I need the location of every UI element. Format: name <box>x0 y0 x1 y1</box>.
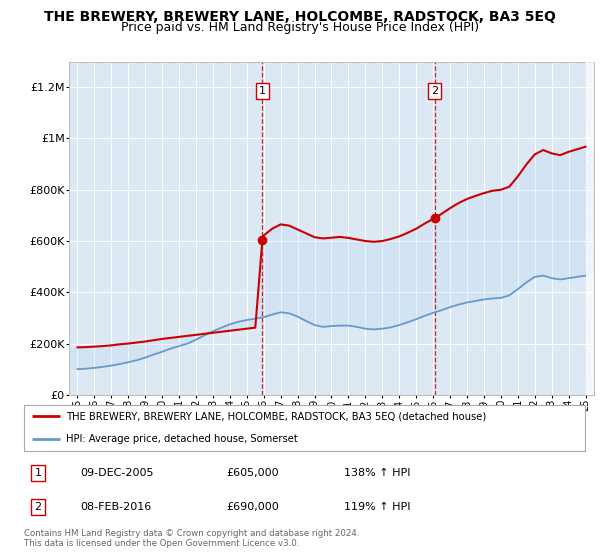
Text: £690,000: £690,000 <box>226 502 279 512</box>
Text: 138% ↑ HPI: 138% ↑ HPI <box>344 468 410 478</box>
Text: THE BREWERY, BREWERY LANE, HOLCOMBE, RADSTOCK, BA3 5EQ (detached house): THE BREWERY, BREWERY LANE, HOLCOMBE, RAD… <box>66 412 487 421</box>
Text: £605,000: £605,000 <box>226 468 278 478</box>
Text: 119% ↑ HPI: 119% ↑ HPI <box>344 502 410 512</box>
Text: 08-FEB-2016: 08-FEB-2016 <box>80 502 151 512</box>
Text: 1: 1 <box>35 468 41 478</box>
Text: Price paid vs. HM Land Registry's House Price Index (HPI): Price paid vs. HM Land Registry's House … <box>121 21 479 34</box>
Text: 2: 2 <box>431 86 439 96</box>
Text: 1: 1 <box>259 86 266 96</box>
Text: HPI: Average price, detached house, Somerset: HPI: Average price, detached house, Some… <box>66 435 298 444</box>
Text: 09-DEC-2005: 09-DEC-2005 <box>80 468 154 478</box>
Text: THE BREWERY, BREWERY LANE, HOLCOMBE, RADSTOCK, BA3 5EQ: THE BREWERY, BREWERY LANE, HOLCOMBE, RAD… <box>44 10 556 24</box>
Text: 2: 2 <box>34 502 41 512</box>
Text: Contains HM Land Registry data © Crown copyright and database right 2024.
This d: Contains HM Land Registry data © Crown c… <box>24 529 359 548</box>
